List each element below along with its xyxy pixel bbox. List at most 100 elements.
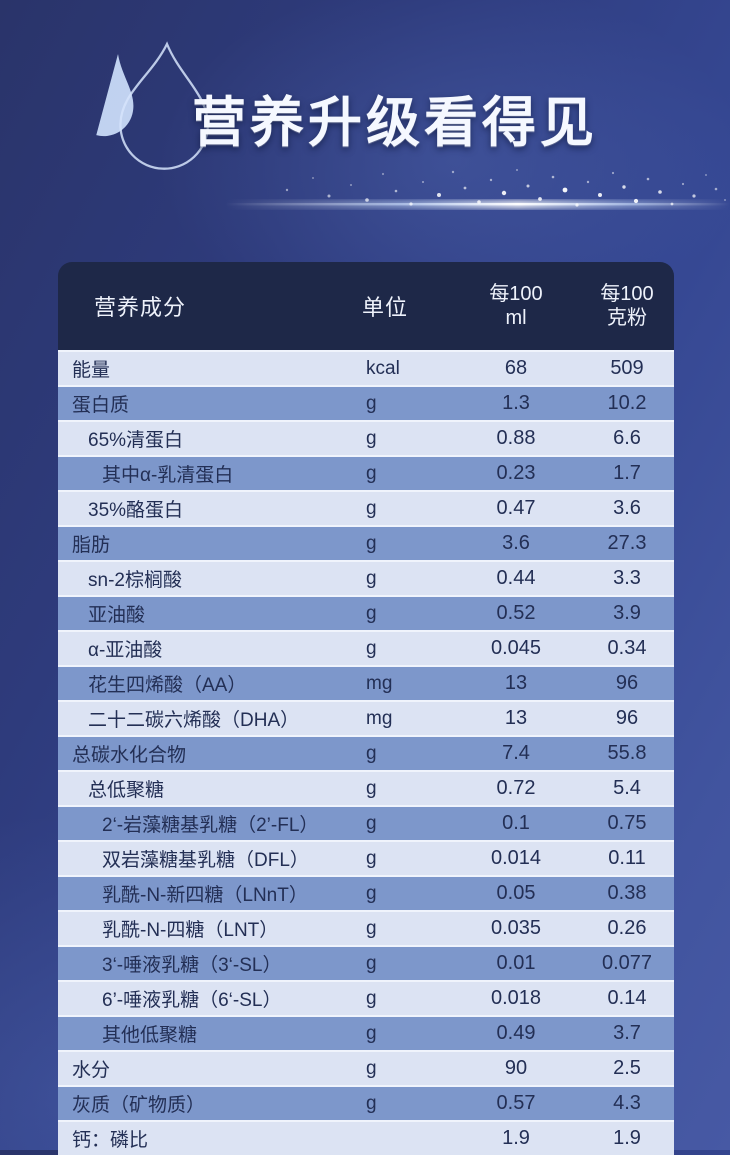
unit-cell: g — [366, 462, 377, 484]
per-100ml-cell: 13 — [504, 707, 528, 729]
table-row: 其中α-乳清蛋白 g 0.23 1.7 — [58, 455, 674, 490]
unit-cell: g — [366, 952, 377, 974]
unit-cell: g — [366, 987, 377, 1009]
table-header: 营养成分 单位 每100 ml 每100 克粉 — [58, 262, 674, 350]
nutrient-name-cell: 2‘-岩藻糖基乳糖（2’-FL） — [102, 815, 319, 836]
nutrient-name-cell: 3‘-唾液乳糖（3‘-SL） — [102, 955, 282, 976]
unit-cell: mg — [366, 707, 393, 729]
drop-fill-shape — [67, 46, 147, 143]
per-100ml-cell: 0.05 — [496, 882, 536, 904]
per-100ml-cell: 0.57 — [496, 1092, 536, 1114]
nutrient-name-cell: 乳酰-N-四糖（LNT） — [102, 920, 279, 941]
per-100g-cell: 55.8 — [607, 742, 647, 764]
table-row: 6’-唾液乳糖（6‘-SL） g 0.018 0.14 — [58, 980, 674, 1015]
table-row: 脂肪 g 3.6 27.3 — [58, 525, 674, 560]
unit-cell: g — [366, 742, 377, 764]
per-100ml-cell: 0.01 — [496, 952, 536, 974]
nutrient-name-cell: 能量 — [72, 360, 111, 381]
per-100ml-cell: 7.4 — [502, 742, 530, 764]
nutrient-name-cell: sn-2棕榈酸 — [88, 570, 182, 591]
table-row: 乳酰-N-新四糖（LNnT） g 0.05 0.38 — [58, 875, 674, 910]
header-unit: 单位 — [362, 295, 409, 320]
header-per-100ml: 每100 ml — [489, 283, 543, 329]
per-100ml-cell: 0.49 — [496, 1022, 536, 1044]
unit-cell: g — [366, 917, 377, 939]
nutrient-name-cell: 总碳水化合物 — [72, 745, 187, 766]
per-100ml-cell: 90 — [504, 1057, 528, 1079]
per-100g-cell: 10.2 — [607, 392, 647, 414]
nutrition-table: 营养成分 单位 每100 ml 每100 克粉 能量 kcal 68 509 蛋… — [58, 262, 674, 1155]
nutrient-name-cell: 65%清蛋白 — [88, 430, 184, 451]
nutrient-name-cell: 水分 — [72, 1060, 111, 1081]
per-100g-cell: 5.4 — [613, 777, 641, 799]
hero-banner: 营养升级看得见 — [0, 0, 730, 240]
unit-cell: g — [366, 567, 377, 589]
header-per-100g: 每100 克粉 — [600, 283, 654, 329]
nutrient-name-cell: 钙：磷比 — [72, 1130, 149, 1151]
nutrient-name-cell: 35%酪蛋白 — [88, 500, 184, 521]
per-100g-cell: 1.7 — [613, 462, 641, 484]
unit-cell: g — [366, 427, 377, 449]
table-row: 总碳水化合物 g 7.4 55.8 — [58, 735, 674, 770]
table-row: 乳酰-N-四糖（LNT） g 0.035 0.26 — [58, 910, 674, 945]
table-row: 双岩藻糖基乳糖（DFL） g 0.014 0.11 — [58, 840, 674, 875]
nutrient-name-cell: 双岩藻糖基乳糖（DFL） — [102, 850, 309, 871]
per-100g-cell: 27.3 — [607, 532, 647, 554]
nutrient-name-cell: 二十二碳六烯酸（DHA） — [88, 710, 300, 731]
table-row: 35%酪蛋白 g 0.47 3.6 — [58, 490, 674, 525]
table-row: 灰质（矿物质） g 0.57 4.3 — [58, 1085, 674, 1120]
page-title: 营养升级看得见 — [192, 93, 598, 153]
table-row: 花生四烯酸（AA） mg 13 96 — [58, 665, 674, 700]
per-100g-cell: 3.9 — [613, 602, 641, 624]
per-100ml-cell: 1.9 — [502, 1127, 530, 1149]
nutrient-name-cell: 亚油酸 — [88, 605, 146, 626]
per-100g-cell: 3.6 — [613, 497, 641, 519]
per-100g-cell: 0.34 — [607, 637, 647, 659]
table-row: α-亚油酸 g 0.045 0.34 — [58, 630, 674, 665]
per-100ml-cell: 0.018 — [490, 987, 542, 1009]
per-100g-cell: 0.14 — [607, 987, 647, 1009]
nutrient-name-cell: 花生四烯酸（AA） — [88, 675, 247, 696]
table-row: sn-2棕榈酸 g 0.44 3.3 — [58, 560, 674, 595]
per-100ml-cell: 0.47 — [496, 497, 536, 519]
table-body: 能量 kcal 68 509 蛋白质 g 1.3 10.2 65%清蛋白 g 0… — [58, 350, 674, 1155]
table-row: 亚油酸 g 0.52 3.9 — [58, 595, 674, 630]
unit-cell: g — [366, 637, 377, 659]
per-100ml-cell: 68 — [504, 357, 528, 379]
per-100g-cell: 0.75 — [607, 812, 647, 834]
table-row: 二十二碳六烯酸（DHA） mg 13 96 — [58, 700, 674, 735]
nutrient-name-cell: 蛋白质 — [72, 395, 130, 416]
table-row: 总低聚糖 g 0.72 5.4 — [58, 770, 674, 805]
unit-cell: g — [366, 882, 377, 904]
nutrient-name-cell: 6’-唾液乳糖（6‘-SL） — [102, 990, 282, 1011]
per-100g-cell: 0.11 — [608, 847, 646, 869]
table-row: 2‘-岩藻糖基乳糖（2’-FL） g 0.1 0.75 — [58, 805, 674, 840]
per-100g-cell: 6.6 — [613, 427, 641, 449]
unit-cell: mg — [366, 672, 393, 694]
per-100ml-cell: 0.72 — [496, 777, 536, 799]
per-100ml-cell: 0.035 — [490, 917, 542, 939]
per-100g-cell: 0.38 — [607, 882, 647, 904]
per-100g-cell: 509 — [610, 357, 644, 379]
unit-cell: g — [366, 777, 377, 799]
table-row: 3‘-唾液乳糖（3‘-SL） g 0.01 0.077 — [58, 945, 674, 980]
per-100ml-cell: 0.52 — [496, 602, 536, 624]
sparkles-icon — [225, 169, 730, 209]
nutrient-name-cell: 其他低聚糖 — [102, 1025, 198, 1046]
per-100g-cell: 0.077 — [601, 952, 653, 974]
per-100ml-cell: 13 — [504, 672, 528, 694]
unit-cell: g — [366, 532, 377, 554]
unit-cell: kcal — [366, 357, 400, 379]
per-100g-cell: 3.3 — [613, 567, 641, 589]
unit-cell: g — [366, 812, 377, 834]
nutrient-name-cell: 总低聚糖 — [88, 780, 165, 801]
per-100ml-cell: 0.44 — [496, 567, 536, 589]
table-row: 65%清蛋白 g 0.88 6.6 — [58, 420, 674, 455]
per-100g-cell: 3.7 — [613, 1022, 641, 1044]
per-100g-cell: 0.26 — [607, 917, 647, 939]
per-100ml-cell: 0.23 — [496, 462, 536, 484]
unit-cell: g — [366, 497, 377, 519]
nutrient-name-cell: 灰质（矿物质） — [72, 1095, 206, 1116]
per-100g-cell: 96 — [615, 707, 639, 729]
